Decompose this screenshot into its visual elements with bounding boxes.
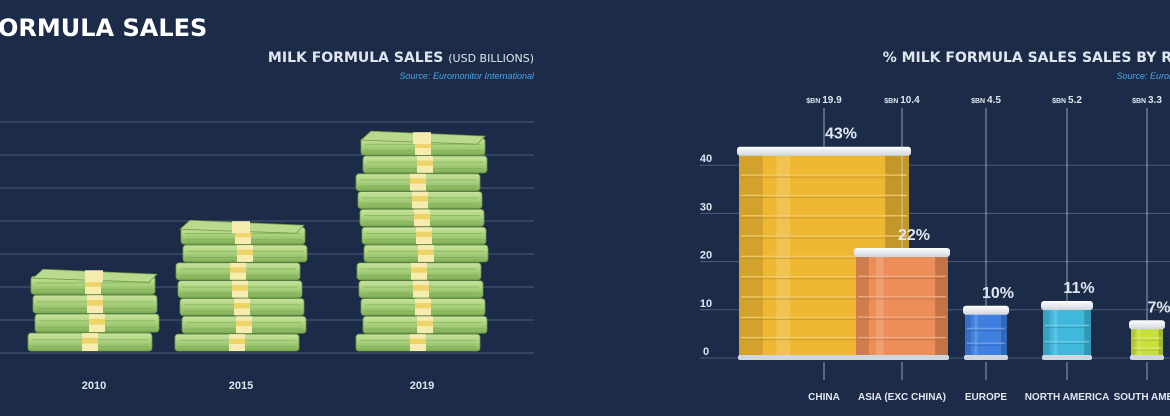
page-title: ORMULA SALES — [0, 14, 207, 42]
right-chart-y-axis: 0 10 20 30 40 — [700, 153, 712, 358]
left-chart-bars — [27, 130, 489, 352]
right-y-tick: 0 — [703, 346, 709, 358]
right-chart-title: % MILK FORMULA SALES SALES BY R — [883, 50, 1170, 66]
top-value: $BN 3.3 — [1132, 95, 1162, 106]
right-y-tick: 40 — [700, 153, 712, 165]
right-x-tick: ASIA (EXC CHINA) — [858, 392, 946, 403]
right-chart-cans: 43% $BN 19.9 CHINA 22% $BN 10.4 ASIA (EXC CHI… — [737, 95, 1170, 403]
right-x-tick: CHINA — [808, 392, 840, 403]
can-2: 22% $BN 10.4 ASIA (EXC CHINA) — [854, 95, 950, 403]
right-y-tick: 30 — [700, 201, 712, 213]
can-4: 11% $BN 5.2 NORTH AMERICA — [1025, 95, 1110, 403]
right-y-tick: 10 — [700, 298, 712, 310]
right-x-tick: SOUTH AMER — [1114, 392, 1170, 403]
top-value: $BN 19.9 — [806, 95, 842, 106]
left-chart-title: MILK FORMULA SALES — [268, 50, 443, 66]
value-label: 7% — [1147, 299, 1170, 316]
top-value: $BN 4.5 — [971, 95, 1001, 106]
money-stack-2010 — [27, 268, 160, 352]
money-stack-2015 — [174, 219, 308, 352]
left-x-tick: 2015 — [229, 380, 253, 392]
left-x-tick: 2019 — [410, 380, 434, 392]
left-chart-header: MILK FORMULA SALES (USD BILLIONS) Source… — [268, 50, 535, 81]
svg-text:MILK FORMULA SALES (US: MILK FORMULA SALES (USD BILLIONS) — [268, 50, 534, 66]
right-x-tick: EUROPE — [965, 392, 1008, 403]
right-y-tick: 20 — [700, 250, 712, 262]
value-label: 11% — [1063, 280, 1094, 297]
top-value: $BN 10.4 — [884, 95, 920, 106]
right-chart-source: Source: Euror — [1116, 71, 1170, 81]
can-3: 10% $BN 4.5 EUROPE — [963, 95, 1014, 403]
value-label: 10% — [982, 285, 1014, 302]
left-chart-x-axis: 2010 2015 2019 — [82, 380, 434, 392]
left-chart-unit: (USD BILLIONS) — [448, 52, 534, 65]
left-x-tick: 2010 — [82, 380, 106, 392]
right-x-tick: NORTH AMERICA — [1025, 392, 1110, 403]
value-label: 43% — [825, 126, 857, 143]
money-stack-2019 — [355, 130, 489, 352]
can-5: 7% $BN 3.3 SOUTH AMER — [1114, 95, 1170, 403]
left-chart-source: Source: Euromonitor International — [399, 71, 535, 81]
top-value: $BN 5.2 — [1052, 95, 1082, 106]
value-label: 22% — [898, 227, 930, 244]
right-chart-header: % MILK FORMULA SALES SALES BY R Source: … — [883, 50, 1170, 81]
